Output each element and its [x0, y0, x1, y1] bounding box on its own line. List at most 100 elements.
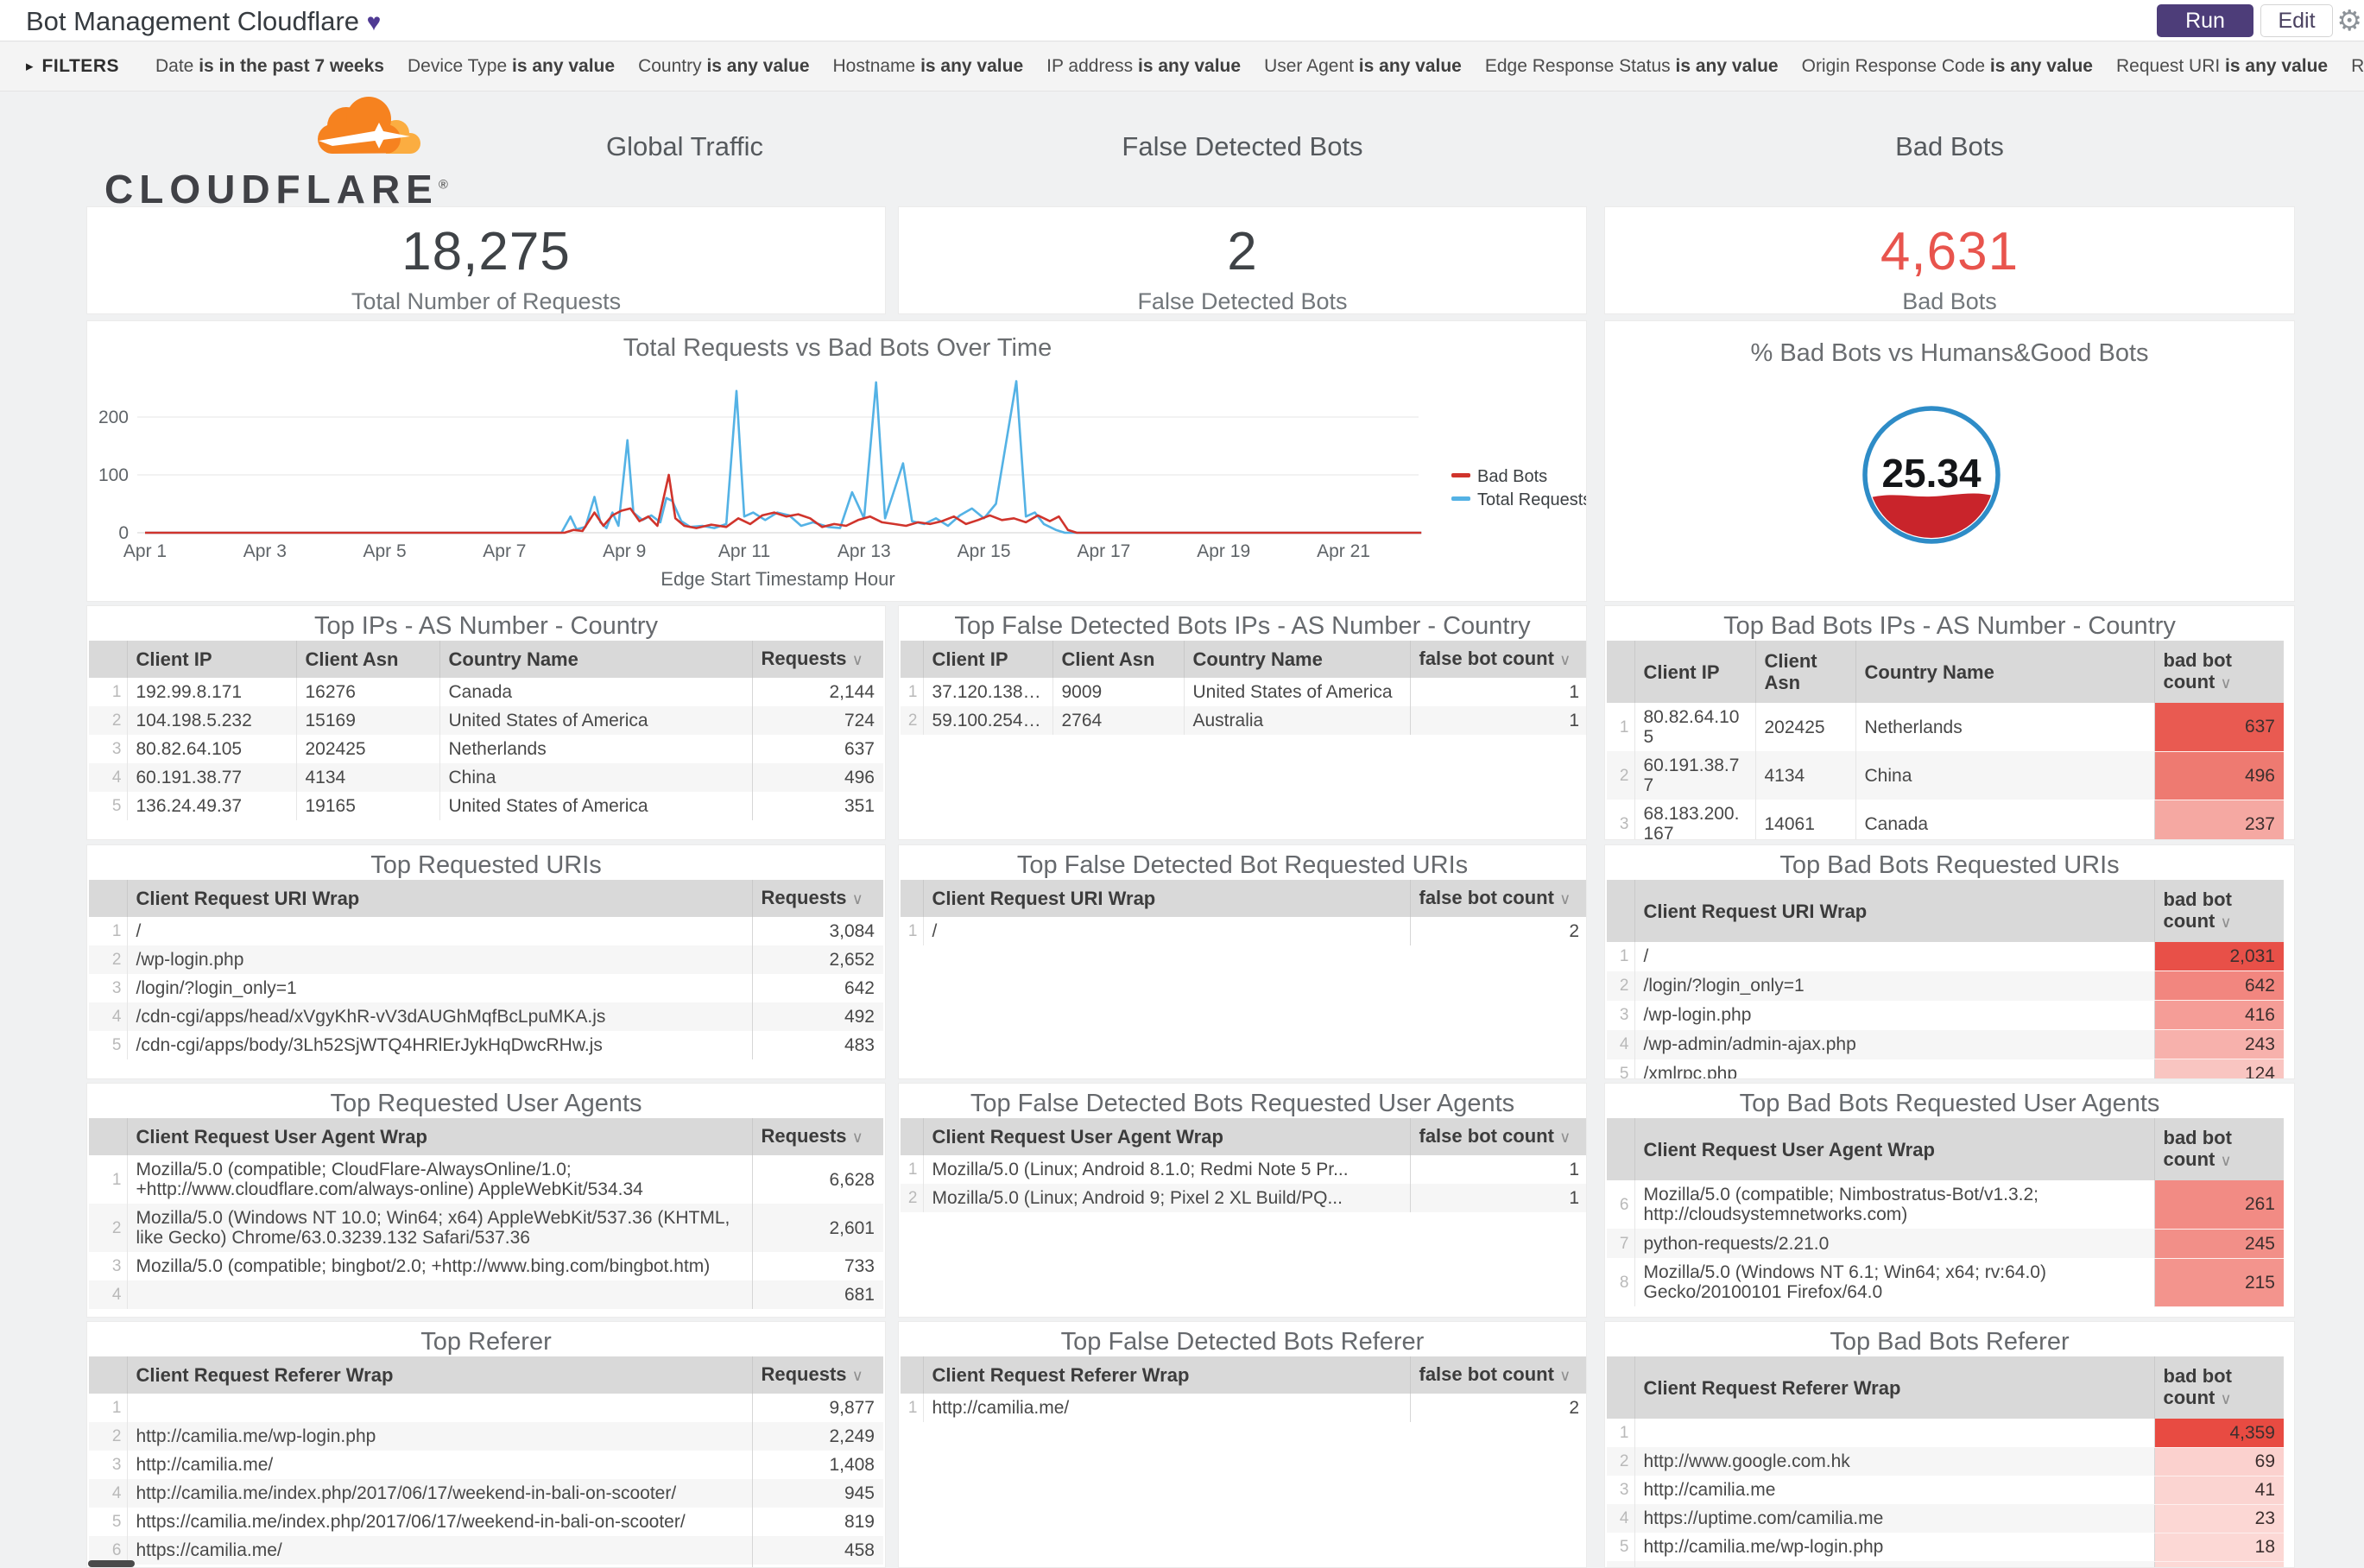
table-row[interactable]: 1 192.99.8.171 16276 Canada 2,144: [89, 678, 883, 706]
edit-button[interactable]: Edit: [2260, 4, 2333, 37]
column-header-sorted[interactable]: false bot count ∨: [1409, 641, 1586, 678]
scrollbar-thumb[interactable]: [88, 1560, 135, 1567]
filters-expand-icon[interactable]: ▸: [26, 58, 34, 74]
table-row[interactable]: 2 http://www.google.com.hk 69: [1607, 1447, 2284, 1476]
table-row[interactable]: 2 Mozilla/5.0 (Linux; Android 9; Pixel 2 …: [901, 1184, 1586, 1212]
legend-item[interactable]: Total Requests: [1451, 490, 1586, 509]
column-header[interactable]: Client Asn: [1754, 641, 1855, 703]
filter-item[interactable]: RayID is any value: [2351, 56, 2364, 76]
filter-item[interactable]: IP address is any value: [1046, 56, 1242, 76]
filter-item[interactable]: Hostname is any value: [832, 56, 1024, 76]
column-header-sorted[interactable]: Requests ∨: [751, 641, 883, 678]
table-row[interactable]: 4 https://uptime.com/camilia.me 23: [1607, 1504, 2284, 1533]
table-row[interactable]: 4 60.191.38.77 4134 China 496: [89, 763, 883, 792]
table-row[interactable]: 3 http://camilia.me 41: [1607, 1476, 2284, 1505]
table-row[interactable]: 7http://camilia.me/index.php/2017/05/14/…: [89, 1565, 883, 1567]
x-tick-label: Apr 1: [123, 541, 167, 561]
kpi-total-requests[interactable]: 18,275 Total Number of Requests: [86, 206, 886, 314]
table-row[interactable]: 1 /2,031: [1607, 942, 2284, 971]
table-row[interactable]: 5/cdn-cgi/apps/body/3Lh52SjWTQ4HRlErJykH…: [89, 1031, 883, 1059]
table-row[interactable]: 1 Mozilla/5.0 (compatible; CloudFlare-Alw…: [89, 1155, 883, 1204]
column-header[interactable]: Client Request Referer Wrap: [1634, 1356, 2154, 1419]
table-row[interactable]: 5/xmlrpc.php 124: [1607, 1059, 2284, 1078]
table-row[interactable]: 1 9,877: [89, 1394, 883, 1422]
table-row[interactable]: 1/2: [901, 917, 1586, 945]
table-row[interactable]: 1 80.82.64.105 202425 Netherlands 637: [1607, 703, 2284, 752]
table-row[interactable]: 4/cdn-cgi/apps/head/xVgyKhR-vV3dAUGhMqfB…: [89, 1002, 883, 1031]
column-header[interactable]: Client Request User Agent Wrap: [126, 1118, 752, 1155]
column-header-sorted[interactable]: bad bot count ∨: [2153, 880, 2284, 942]
table-row[interactable]: 5 136.24.49.37 19165 United States of Ameri…: [89, 792, 883, 820]
table-row[interactable]: 4 http://camilia.me/index.php/2017/06/17/…: [89, 1479, 883, 1508]
table-row[interactable]: 6 https://camilia.me/458: [89, 1536, 883, 1565]
column-header[interactable]: Client Request URI Wrap: [1634, 880, 2154, 942]
filter-item[interactable]: Origin Response Code is any value: [1801, 56, 2093, 76]
column-header[interactable]: Country Name: [1183, 641, 1410, 678]
table-row[interactable]: 6 Mozilla/5.0 (compatible; Nimbostratus-B…: [1607, 1180, 2284, 1230]
table-row[interactable]: 2 59.100.254.130 2764 Australia 1: [901, 706, 1586, 735]
table-row[interactable]: 2 104.198.5.232 15169 United States of Amer…: [89, 706, 883, 735]
table-row[interactable]: 1 37.120.138.173 9009 United States of Amer…: [901, 678, 1586, 706]
table-row[interactable]: 4 681: [89, 1280, 883, 1309]
column-header-sorted[interactable]: Requests ∨: [751, 1356, 883, 1394]
table-row[interactable]: 5 http://camilia.me/wp-login.php 18: [1607, 1533, 2284, 1562]
bad-bots-gauge[interactable]: % Bad Bots vs Humans&Good Bots 25.34: [1605, 321, 2294, 601]
filter-item[interactable]: Request URI is any value: [2115, 56, 2329, 76]
column-header[interactable]: Client Request Referer Wrap: [922, 1356, 1410, 1394]
table-cell: https://uptime.com/camilia.me: [1634, 1504, 2154, 1533]
column-header[interactable]: Client IP: [922, 641, 1052, 678]
column-header-sorted[interactable]: false bot count ∨: [1409, 1356, 1586, 1394]
kpi-false-detected-bots[interactable]: 2 False Detected Bots: [898, 206, 1587, 314]
table-row[interactable]: 3 http://camilia.me/1,408: [89, 1451, 883, 1479]
filter-item[interactable]: Country is any value: [638, 56, 810, 76]
column-header[interactable]: Client Request User Agent Wrap: [922, 1118, 1410, 1155]
data-table: Client Request Referer Wrap Requests ∨ 1 9,…: [89, 1356, 883, 1567]
table-row[interactable]: 7 python-requests/2.21.0 245: [1607, 1229, 2284, 1259]
table-row[interactable]: 8 Mozilla/5.0 (Windows NT 6.1; Win64; x64…: [1607, 1258, 2284, 1307]
column-header[interactable]: Client Asn: [295, 641, 439, 678]
legend-item[interactable]: Bad Bots: [1451, 467, 1547, 486]
column-header-sorted[interactable]: Requests ∨: [751, 880, 883, 917]
table-row[interactable]: 3 68.183.200.167 14061 Canada 237: [1607, 800, 2284, 839]
table-row[interactable]: 1/3,084: [89, 917, 883, 945]
table-row[interactable]: 1 http://camilia.me/2: [901, 1394, 1586, 1422]
column-header[interactable]: Client Request User Agent Wrap: [1634, 1118, 2154, 1180]
table-row[interactable]: 1 Mozilla/5.0 (Linux; Android 8.1.0; Redm…: [901, 1155, 1586, 1184]
filters-label[interactable]: FILTERS: [41, 56, 119, 76]
filter-item[interactable]: Edge Response Status is any value: [1484, 56, 1779, 76]
table-row[interactable]: 3/login/?login_only=1 642: [89, 974, 883, 1002]
table-row[interactable]: 2 http://camilia.me/wp-login.php 2,249: [89, 1422, 883, 1451]
column-header[interactable]: Client Request URI Wrap: [126, 880, 752, 917]
column-header[interactable]: Client Request Referer Wrap: [126, 1356, 752, 1394]
table-row[interactable]: 1 4,359: [1607, 1419, 2284, 1448]
column-header-sorted[interactable]: false bot count ∨: [1409, 880, 1586, 917]
column-header-sorted[interactable]: bad bot count ∨: [2153, 1356, 2284, 1419]
column-header[interactable]: Client IP: [126, 641, 296, 678]
column-header[interactable]: Country Name: [1855, 641, 2154, 703]
table-row[interactable]: 2/wp-login.php 2,652: [89, 945, 883, 974]
column-header[interactable]: Client IP: [1634, 641, 1755, 703]
filter-item[interactable]: User Agent is any value: [1264, 56, 1462, 76]
column-header-sorted[interactable]: bad bot count ∨: [2153, 1118, 2284, 1180]
filter-item[interactable]: Device Type is any value: [407, 56, 616, 76]
column-header-sorted[interactable]: bad bot count ∨: [2153, 641, 2284, 703]
table-row[interactable]: 2/login/?login_only=1 642: [1607, 971, 2284, 1001]
column-header[interactable]: Country Name: [439, 641, 752, 678]
table-row[interactable]: 2 Mozilla/5.0 (Windows NT 10.0; Win64; x6…: [89, 1204, 883, 1252]
kpi-bad-bots[interactable]: 4,631 Bad Bots: [1604, 206, 2295, 314]
filter-item[interactable]: Date is in the past 7 weeks: [155, 56, 384, 76]
column-header[interactable]: Client Request URI Wrap: [922, 880, 1410, 917]
table-row[interactable]: 3 80.82.64.105 202425 Netherlands 637: [89, 735, 883, 763]
table-row[interactable]: 3 Mozilla/5.0 (compatible; bingbot/2.0; +…: [89, 1252, 883, 1280]
column-header-sorted[interactable]: Requests ∨: [751, 1118, 883, 1155]
table-row[interactable]: 2 60.191.38.77 4134 China 496: [1607, 751, 2284, 800]
table-row[interactable]: 5 https://camilia.me/index.php/2017/06/17…: [89, 1508, 883, 1536]
column-header[interactable]: Client Asn: [1052, 641, 1184, 678]
run-button[interactable]: Run: [2157, 4, 2253, 37]
column-header-sorted[interactable]: false bot count ∨: [1409, 1118, 1586, 1155]
traffic-line-chart[interactable]: Total Requests vs Bad Bots Over Time 0 100…: [87, 321, 1586, 601]
table-row[interactable]: 4/wp-admin/admin-ajax.php 243: [1607, 1029, 2284, 1059]
table-row[interactable]: 3/wp-login.php 416: [1607, 1000, 2284, 1030]
gear-icon[interactable]: ⚙: [2336, 4, 2362, 36]
